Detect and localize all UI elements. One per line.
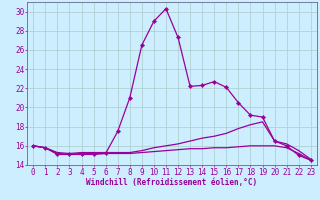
X-axis label: Windchill (Refroidissement éolien,°C): Windchill (Refroidissement éolien,°C) (86, 178, 258, 187)
